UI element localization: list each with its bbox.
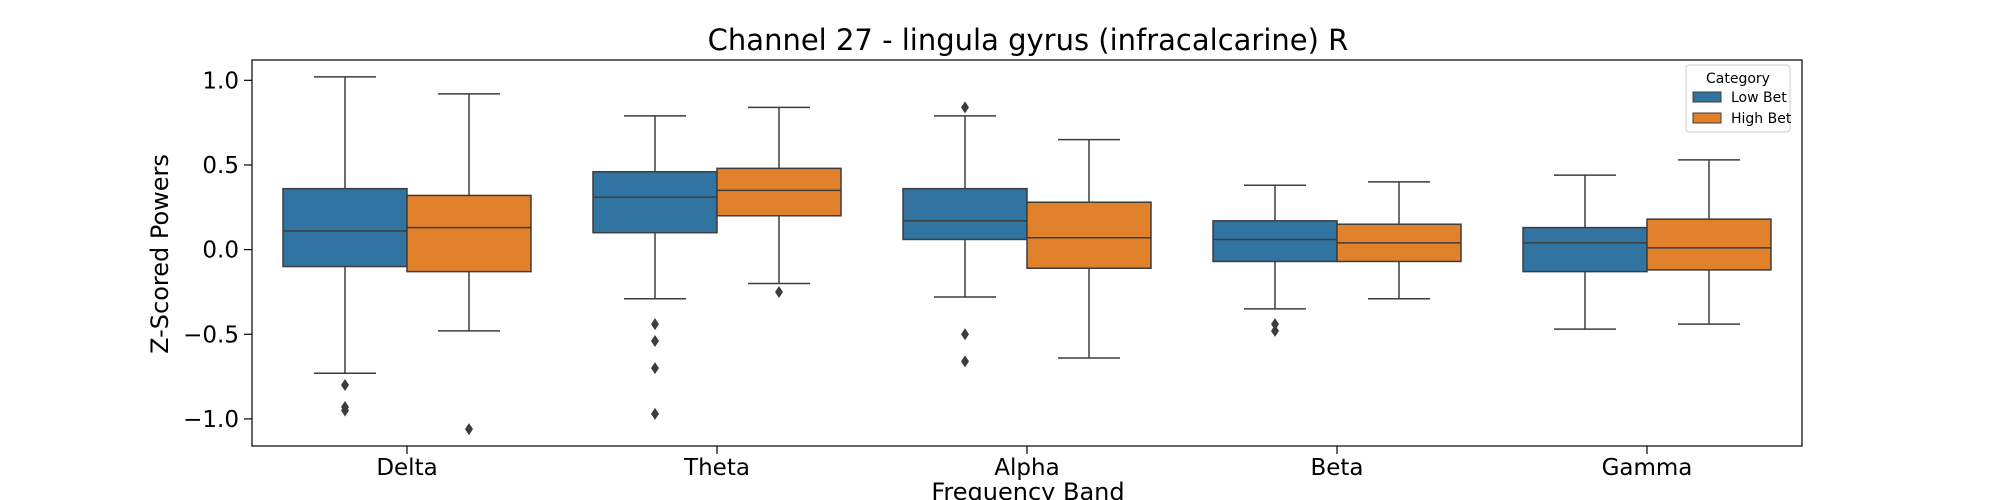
legend-swatch-high-bet — [1692, 112, 1722, 124]
iqr-box — [1026, 201, 1152, 269]
iqr-box — [716, 167, 842, 217]
iqr-box — [902, 187, 1028, 241]
y-tick-label: 0.0 — [202, 238, 239, 264]
outlier-point — [961, 328, 969, 341]
legend-label-high-bet: High Bet — [1731, 111, 1792, 127]
outlier-point — [775, 285, 783, 298]
outlier-point — [651, 407, 659, 420]
box-high-bet-gamma — [1646, 159, 1772, 325]
outlier-point — [341, 404, 349, 417]
x-tick-label-theta: Theta — [683, 455, 750, 481]
legend: Category Low Bet High Bet — [1685, 64, 1792, 133]
x-tick-label-alpha: Alpha — [994, 455, 1059, 481]
outlier-point — [961, 101, 969, 114]
chart-title: Channel 27 - lingula gyrus (infracalcari… — [708, 23, 1349, 57]
box-low-bet-beta — [1212, 184, 1338, 337]
legend-swatch-low-bet — [1692, 91, 1722, 103]
box-low-bet-alpha — [902, 101, 1028, 368]
x-tick-label-delta: Delta — [376, 455, 437, 481]
iqr-box — [1646, 218, 1772, 271]
y-tick-label: 1.0 — [202, 68, 239, 94]
y-tick-label: −1.0 — [183, 407, 239, 433]
y-tick-label: −0.5 — [183, 322, 239, 348]
box-high-bet-alpha — [1026, 138, 1152, 359]
outlier-point — [1271, 324, 1279, 337]
x-tick-label-beta: Beta — [1310, 455, 1363, 481]
y-tick-label: 0.5 — [202, 153, 239, 179]
outlier-point — [341, 379, 349, 392]
box-low-bet-theta — [592, 115, 718, 420]
box-high-bet-beta — [1336, 181, 1462, 300]
outlier-point — [1271, 318, 1279, 331]
box-high-bet-delta — [406, 93, 532, 436]
x-tick-label-gamma: Gamma — [1602, 455, 1693, 481]
box-low-bet-gamma — [1522, 174, 1648, 330]
iqr-box — [1212, 220, 1338, 263]
legend-label-low-bet: Low Bet — [1731, 90, 1787, 106]
outlier-point — [465, 423, 473, 436]
x-axis-label: Frequency Band — [931, 478, 1124, 500]
iqr-box — [406, 194, 532, 273]
outlier-point — [651, 335, 659, 348]
legend-title: Category — [1706, 71, 1770, 87]
box-high-bet-theta — [716, 106, 842, 298]
y-axis-label: Z-Scored Powers — [146, 154, 174, 354]
outlier-point — [651, 362, 659, 375]
outlier-point — [651, 318, 659, 331]
iqr-box — [1522, 226, 1648, 273]
box-low-bet-delta — [282, 76, 408, 417]
iqr-box — [282, 187, 408, 268]
iqr-box — [592, 170, 718, 234]
outlier-point — [961, 355, 969, 368]
